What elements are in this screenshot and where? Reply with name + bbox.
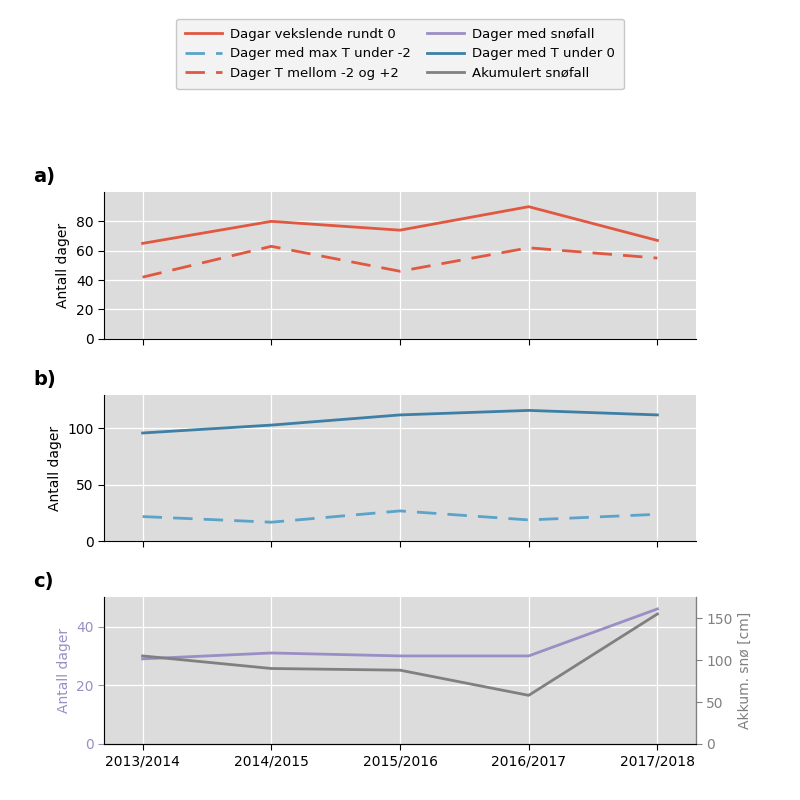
Legend: Dagar vekslende rundt 0, Dager med max T under -2, Dager T mellom -2 og +2, Dage: Dagar vekslende rundt 0, Dager med max T… [176, 18, 624, 90]
Text: a): a) [33, 167, 55, 186]
Text: b): b) [33, 370, 56, 389]
Y-axis label: Antall dager: Antall dager [57, 223, 70, 308]
Y-axis label: Akkum. snø [cm]: Akkum. snø [cm] [738, 612, 752, 730]
Y-axis label: Antall dager: Antall dager [57, 628, 70, 713]
Y-axis label: Antall dager: Antall dager [48, 426, 62, 510]
Text: c): c) [33, 572, 54, 591]
